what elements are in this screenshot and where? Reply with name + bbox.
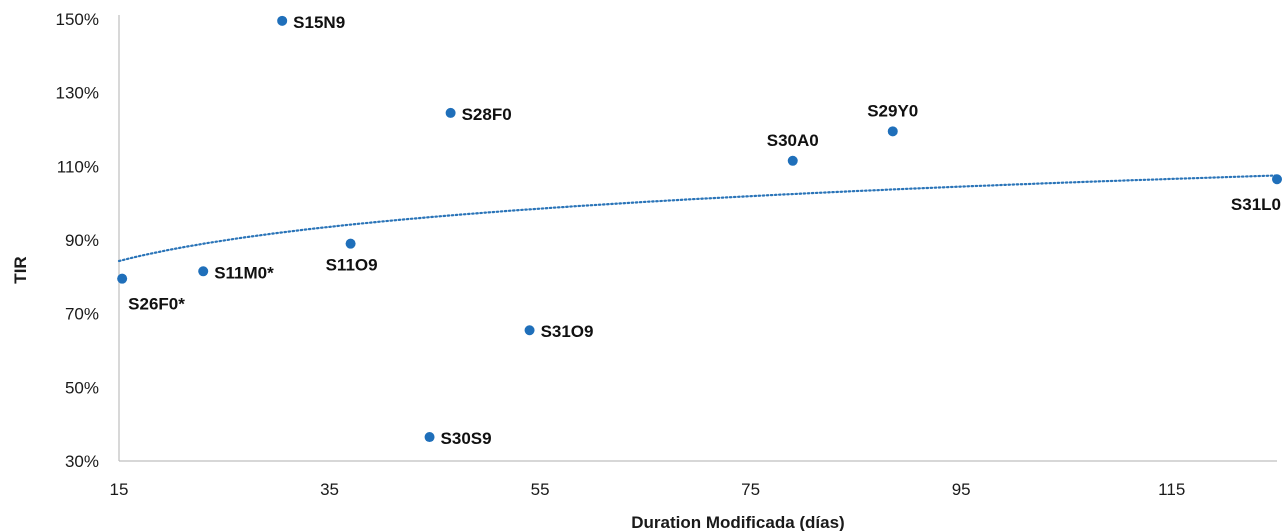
x-tick-label: 55 <box>531 480 550 499</box>
data-point <box>787 155 798 166</box>
point-label: S31L0 <box>1231 195 1281 214</box>
y-tick-label: 110% <box>57 157 99 176</box>
point-label: S11M0* <box>214 263 274 282</box>
data-point <box>345 238 356 249</box>
x-tick-label: 35 <box>320 480 339 499</box>
point-label: S29Y0 <box>867 101 918 120</box>
y-axis-title: TIR <box>11 256 30 283</box>
x-tick-label: 95 <box>952 480 971 499</box>
data-point <box>424 432 435 443</box>
data-point <box>198 266 209 277</box>
point-label: S30A0 <box>767 131 819 150</box>
data-point <box>117 273 128 284</box>
y-tick-label: 50% <box>65 378 99 397</box>
point-label: S30S9 <box>441 429 492 448</box>
x-tick-label: 15 <box>110 480 129 499</box>
axes <box>118 15 1277 462</box>
x-axis-title: Duration Modificada (días) <box>631 513 844 531</box>
y-tick-label: 130% <box>56 84 99 103</box>
point-label: S28F0 <box>462 105 512 124</box>
x-tick-label: 115 <box>1158 480 1185 499</box>
point-label: S26F0* <box>128 295 185 314</box>
y-tick-label: 30% <box>65 452 99 471</box>
point-labels: S15N9 S28F0 S30A0 S29Y0 S31L0 S11O9 S11M0* S26F… <box>128 13 1281 448</box>
data-point <box>1272 174 1282 185</box>
y-tick-label: 150% <box>56 10 99 29</box>
point-label: S11O9 <box>326 256 378 275</box>
data-point <box>445 107 456 118</box>
y-tick-label: 70% <box>65 305 99 324</box>
data-point <box>524 325 535 336</box>
trendline <box>117 174 1279 263</box>
data-point <box>887 126 898 137</box>
y-tick-label: 90% <box>65 231 99 250</box>
x-tick-label: 75 <box>741 480 760 499</box>
data-point <box>277 15 288 26</box>
x-tick-labels: 15 35 55 75 95 115 <box>110 480 1186 499</box>
data-points <box>117 15 1282 443</box>
point-label: S31O9 <box>541 322 594 341</box>
point-label: S15N9 <box>293 13 345 32</box>
y-tick-labels: 30% 50% 70% 90% 110% 130% 150% <box>56 10 99 471</box>
